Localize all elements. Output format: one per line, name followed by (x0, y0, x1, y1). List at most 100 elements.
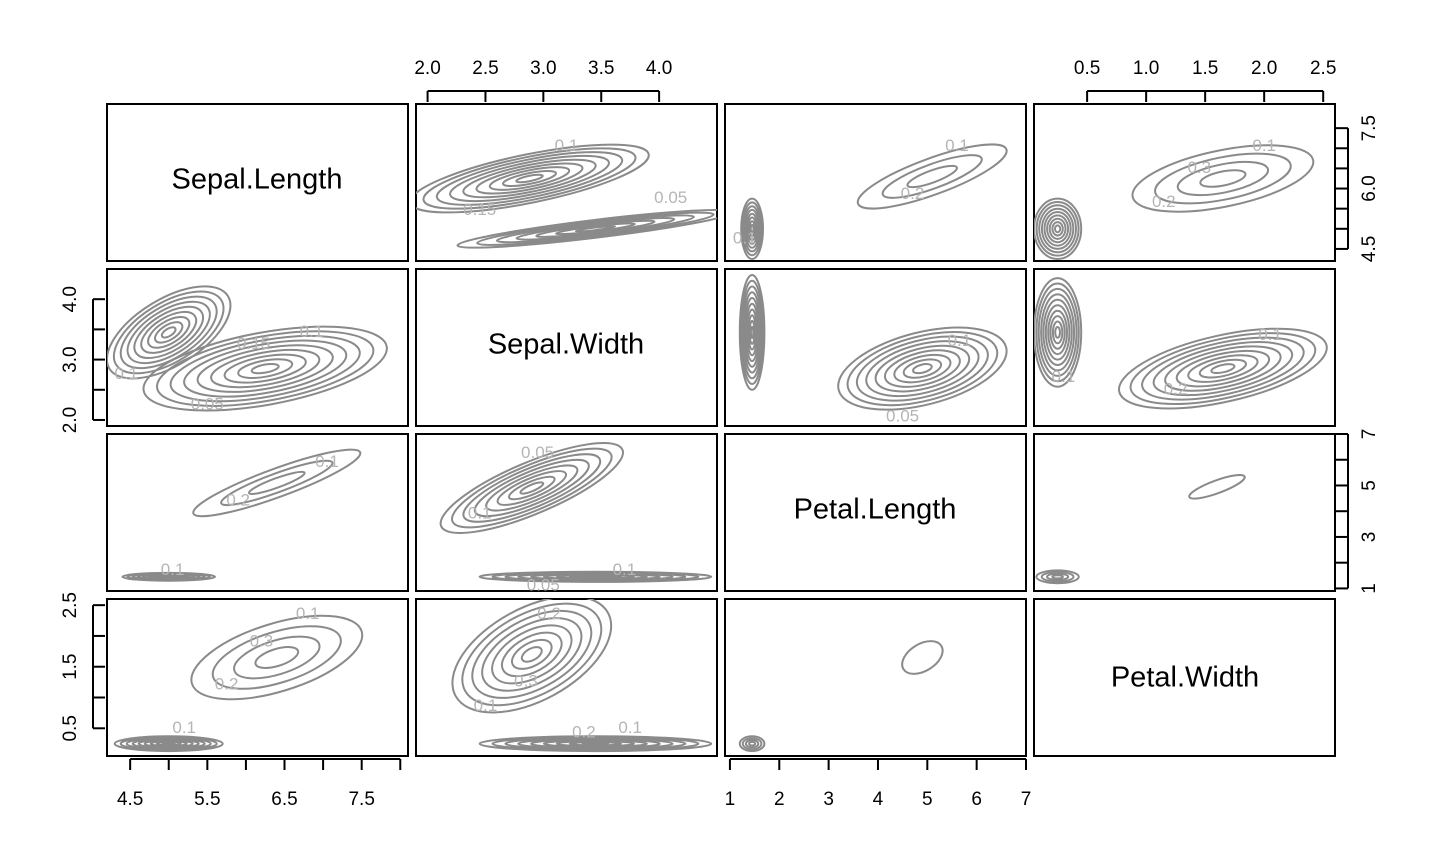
x-axis-bottom-sepal-length: 4.5 5.5 6.5 7.5 (117, 758, 402, 810)
tick-label: 3.5 (588, 58, 614, 79)
contour-line (743, 297, 761, 368)
panel-frame-petal-length-vs-petal-width (1033, 433, 1336, 592)
contour-line (1043, 211, 1072, 247)
contour-label: 0.1 (733, 228, 757, 247)
contour-label: 0.1 (613, 560, 637, 579)
contour-label: 0.1 (1258, 325, 1282, 344)
contour-label: 0.05 (886, 406, 919, 425)
contour-line (738, 735, 766, 753)
contour-line (478, 735, 713, 753)
tick-label: 2 (774, 789, 785, 810)
contour-line (1040, 293, 1076, 372)
contour-line (741, 285, 763, 380)
panel-frame-sepal-width-vs-sepal-width (415, 268, 718, 427)
contour-line (1044, 304, 1071, 361)
tick-label: 1.5 (1192, 58, 1218, 79)
panel-frame-petal-width-vs-petal-width (1033, 598, 1336, 757)
contour-line (574, 225, 617, 233)
tick-label: 4.0 (646, 58, 672, 79)
contour-line (476, 211, 715, 246)
tick-label: 2.0 (60, 407, 81, 433)
contour-line (449, 154, 610, 203)
contour-line (435, 151, 624, 206)
contour-label: 0.2 (572, 723, 596, 742)
contour-line (554, 222, 636, 236)
tick-label: 0.5 (60, 715, 81, 741)
panel-petal-width-vs-sepal-length: 0.1 0.3 0.2 0.1 (113, 604, 364, 753)
contour-line (743, 205, 762, 253)
contour-line (1054, 224, 1062, 234)
panel-petal-length-vs-sepal-length: 0.1 0.2 0.1 (121, 448, 362, 582)
contour-line (502, 169, 557, 188)
diag-label-petal-length: Petal.Length (794, 494, 957, 526)
contour-line (748, 740, 757, 747)
contour-line (738, 274, 766, 391)
tick-label: 5.5 (194, 789, 220, 810)
panel-frame-sepal-width-vs-sepal-length (106, 268, 409, 427)
contour-line (1051, 574, 1064, 580)
tick-label: 1.0 (1133, 58, 1159, 79)
contour-line (906, 164, 958, 189)
contour-line (140, 310, 198, 354)
contour-line (519, 481, 545, 495)
contour-line (1051, 221, 1064, 237)
contour-line (154, 321, 184, 344)
contour-line (749, 224, 755, 234)
contour-label: 0.05 (521, 443, 554, 462)
tick-label: 1.5 (60, 653, 81, 679)
contour-label: 0.1 (296, 604, 320, 623)
panel-sepal-width-vs-petal-width: 0.1 0.2 0.1 (1034, 277, 1328, 410)
panel-frame-petal-length-vs-sepal-length (106, 433, 409, 592)
tick-label: 4.5 (1359, 236, 1380, 262)
contour-line (190, 614, 364, 701)
y-axis-right-sepal-length: 4.5 6.0 7.5 (1336, 115, 1380, 262)
contour-line (901, 640, 944, 675)
contour-line (746, 308, 758, 357)
contour-line (520, 646, 543, 663)
contour-line (142, 325, 388, 412)
contour-line (1046, 214, 1070, 244)
contour-line (107, 285, 232, 380)
contour-line (1187, 354, 1259, 383)
contour-line (233, 635, 321, 680)
panels-layer: 0.10.150.050.10.20.10.10.30.20.10.150.10… (106, 103, 1336, 757)
x-axis-bottom-petal-length: 1 2 3 4 5 6 7 (725, 758, 1031, 810)
tick-label: 3.0 (530, 58, 556, 79)
x-axis-top-petal-width: 0.5 1.0 1.5 2.0 2.5 (1074, 58, 1336, 102)
contour-line (510, 638, 553, 670)
contour-line (121, 571, 216, 582)
tick-label: 6 (971, 789, 982, 810)
y-axis-left-sepal-width: 2.0 3.0 4.0 (60, 286, 105, 433)
contour-line (744, 302, 760, 363)
contour-line (478, 570, 713, 583)
contour-line (461, 602, 603, 707)
contour-line (1198, 358, 1247, 379)
contour-line (748, 220, 756, 238)
contour-line (210, 348, 321, 389)
contour-line (1046, 572, 1070, 581)
tick-label: 6.0 (1359, 175, 1380, 201)
panel-petal-width-vs-petal-length (738, 640, 944, 753)
tick-label: 7.5 (348, 789, 374, 810)
contour-label: 0.2 (226, 490, 250, 509)
contour-line (744, 208, 760, 249)
contour-label: 0.1 (1252, 136, 1276, 155)
contour-line (865, 340, 980, 398)
contour-line (196, 344, 334, 393)
contour-label: 0.1 (172, 718, 196, 737)
contour-line (1175, 349, 1271, 388)
contour-line (451, 599, 613, 714)
contour-line (874, 344, 971, 393)
panel-frame-sepal-width-vs-petal-length (724, 268, 1027, 427)
contour-line (496, 470, 568, 506)
contour-line (741, 737, 763, 751)
contour-label: 0.1 (474, 696, 498, 715)
contour-line (742, 291, 762, 374)
contour-line (112, 290, 225, 375)
contour-line (113, 735, 224, 753)
contour-label: 0.3 (1187, 158, 1211, 177)
contour-line (740, 197, 764, 261)
contour-line (747, 314, 757, 351)
tick-label: 1 (725, 789, 736, 810)
contour-line (126, 300, 211, 365)
